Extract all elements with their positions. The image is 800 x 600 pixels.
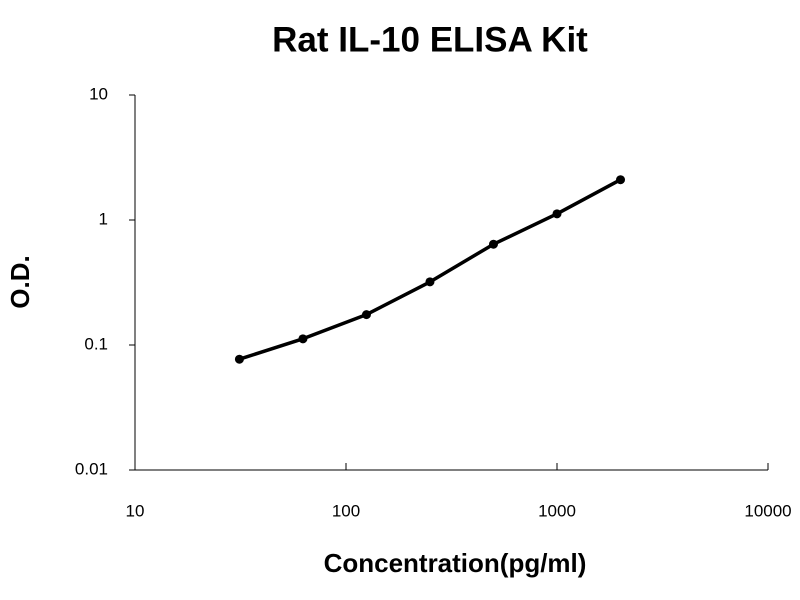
data-point bbox=[298, 334, 308, 344]
data-point bbox=[425, 277, 435, 287]
x-tick-label: 100 bbox=[332, 501, 360, 520]
y-tick-label: 0.01 bbox=[75, 459, 108, 478]
data-point bbox=[616, 175, 626, 185]
y-tick-label: 10 bbox=[89, 84, 108, 103]
chart-title: Rat IL-10 ELISA Kit bbox=[272, 20, 588, 59]
x-tick-label: 10 bbox=[126, 501, 145, 520]
y-tick-label: 0.1 bbox=[84, 334, 108, 353]
data-point bbox=[552, 209, 562, 219]
y-tick-label: 1 bbox=[99, 209, 108, 228]
data-point bbox=[361, 310, 371, 320]
data-point bbox=[234, 354, 244, 364]
x-axis-label: Concentration(pg/ml) bbox=[324, 548, 587, 578]
series-line bbox=[238, 178, 622, 361]
y-axis-label: O.D. bbox=[5, 255, 35, 308]
x-tick-label: 10000 bbox=[744, 501, 791, 520]
x-tick-label: 1000 bbox=[538, 501, 576, 520]
data-point bbox=[488, 239, 498, 249]
